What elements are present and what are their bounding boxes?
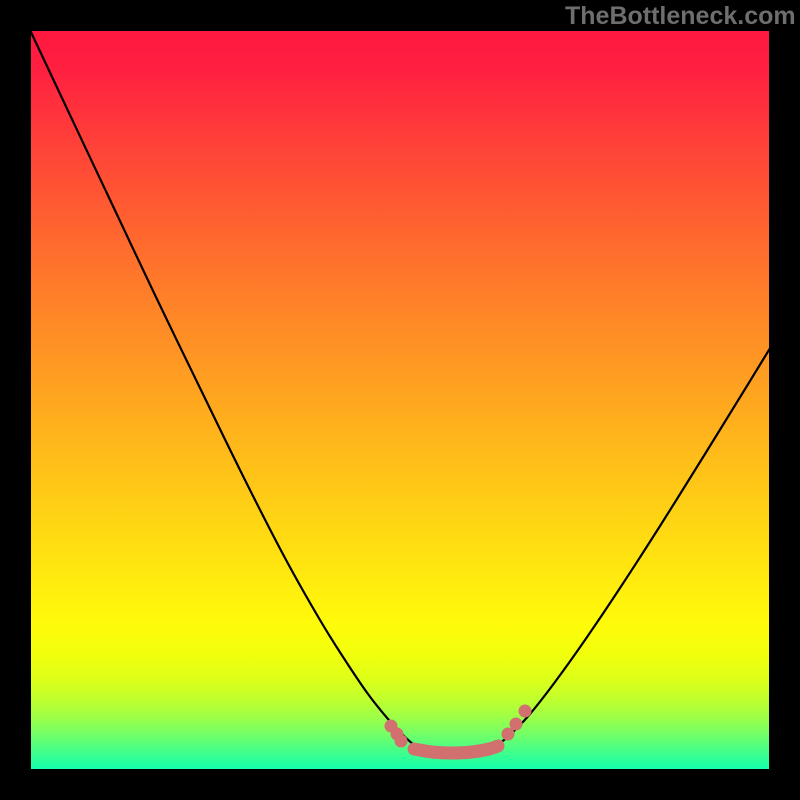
valley-marker-dot	[510, 718, 523, 731]
watermark-text: TheBottleneck.com	[565, 2, 796, 31]
valley-highlight-segment	[414, 746, 498, 753]
valley-marker-dot	[519, 705, 532, 718]
plot-area	[28, 28, 772, 772]
valley-marker-dot	[395, 735, 408, 748]
